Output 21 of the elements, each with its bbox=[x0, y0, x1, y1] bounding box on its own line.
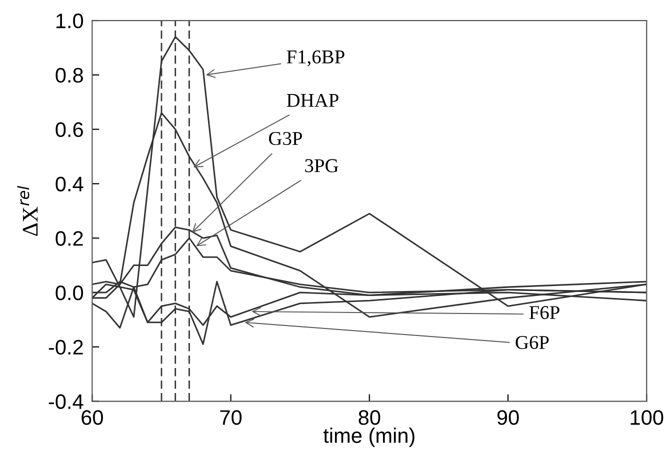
y-tick-label: 0.2 bbox=[56, 231, 83, 246]
y-tick-label: 0.0 bbox=[56, 285, 84, 300]
y-tick-label: 0.8 bbox=[56, 68, 83, 83]
annotation: DHAP bbox=[286, 94, 338, 107]
x-tick-label: 90 bbox=[497, 410, 519, 425]
y-tick-label: 0.6 bbox=[56, 122, 83, 138]
y-tick-label: 0.4 bbox=[56, 176, 84, 192]
annotation: G3P bbox=[269, 132, 302, 146]
x-tick-label: 100 bbox=[630, 410, 664, 425]
y-tick-label: 1.0 bbox=[56, 14, 84, 28]
x-axis-title: time (min) bbox=[323, 428, 414, 448]
x-tick-label: 70 bbox=[220, 410, 242, 425]
x-tick-label: 80 bbox=[358, 410, 380, 425]
y-axis-title: ΔX$^{rel}$ bbox=[17, 186, 38, 236]
annotation: F1,6BP bbox=[286, 50, 344, 66]
y-tick-label: -0.2 bbox=[48, 340, 83, 355]
annotation: 3PG bbox=[305, 159, 338, 172]
x-tick-label: 60 bbox=[82, 410, 103, 425]
y-tick-label: -0.4 bbox=[48, 394, 84, 410]
annotation: G6P bbox=[516, 336, 549, 350]
annotation: F6P bbox=[529, 306, 560, 320]
